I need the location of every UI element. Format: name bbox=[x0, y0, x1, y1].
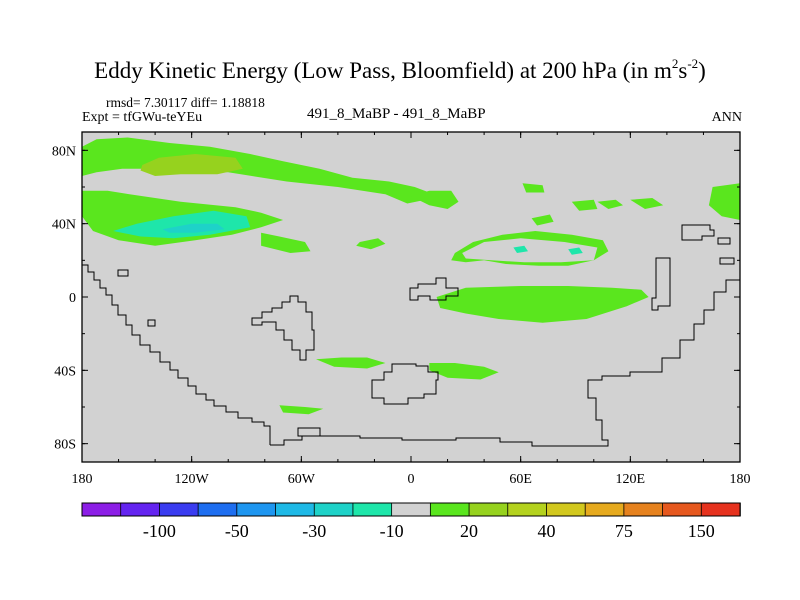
coastline-island-1 bbox=[117, 269, 129, 277]
title-mid: s bbox=[678, 58, 688, 83]
y-tick-label: 40S bbox=[54, 364, 76, 379]
colorbar-label: 75 bbox=[615, 521, 633, 541]
coastline-asia-east bbox=[651, 257, 671, 311]
x-tick-label: 60W bbox=[288, 472, 316, 487]
stats-line: rmsd= 7.30117 diff= 1.18818 bbox=[106, 95, 265, 110]
x-tick-label: 60E bbox=[509, 472, 532, 487]
y-tick-label: 0 bbox=[69, 291, 76, 306]
colorbar-swatch bbox=[120, 502, 161, 517]
coastline-southern-africa bbox=[371, 363, 439, 405]
colorbar-swatch bbox=[313, 502, 354, 517]
colorbar-swatch bbox=[275, 502, 316, 517]
colorbar-swatch bbox=[352, 502, 393, 517]
colorbar-swatch bbox=[584, 502, 625, 517]
colorbar-swatch bbox=[700, 502, 741, 517]
field-region-atlantic-blob bbox=[356, 238, 386, 250]
field-region-asia-jet-core bbox=[462, 238, 598, 263]
colorbar-swatch bbox=[197, 502, 238, 517]
y-tick-label: 80S bbox=[54, 438, 76, 453]
coastline-japan bbox=[717, 237, 731, 245]
title-sup-2: -2 bbox=[687, 56, 699, 71]
colorbar-swatch bbox=[507, 502, 548, 517]
colorbar-label: -100 bbox=[143, 521, 176, 541]
coastline-south-america bbox=[251, 295, 315, 361]
field-region-asia-jet-core-dark-b bbox=[568, 247, 583, 255]
field-region-small-blob-b bbox=[531, 214, 554, 226]
field-region-asia-jet-core-dark-a bbox=[513, 245, 528, 253]
field-region-south-atlantic-band bbox=[316, 357, 386, 369]
coastline-africa bbox=[409, 277, 459, 301]
season-label: ANN bbox=[711, 110, 742, 125]
axis-ticks bbox=[81, 132, 741, 462]
colorbar-label: 20 bbox=[460, 521, 478, 541]
x-tick-label: 180 bbox=[72, 472, 93, 487]
colorbar-label: -50 bbox=[225, 521, 249, 541]
colorbar-swatch bbox=[429, 502, 470, 517]
field-region-pacific-jet-tail bbox=[261, 232, 311, 253]
y-tick-label: 40N bbox=[52, 218, 76, 233]
x-tick-label: 0 bbox=[408, 472, 415, 487]
field-region-small-blob-a bbox=[522, 183, 545, 193]
field-region-pacific-jet-core-dark bbox=[162, 223, 225, 233]
colorbar-swatch bbox=[236, 502, 277, 517]
colorbar-swatch bbox=[391, 502, 432, 517]
coastlines bbox=[82, 224, 740, 447]
field-regions bbox=[82, 137, 740, 415]
colorbar: -100 -50 -30 -10 20 40 75 150 bbox=[81, 502, 741, 541]
colorbar-label: -30 bbox=[302, 521, 326, 541]
colorbar-swatch bbox=[159, 502, 199, 517]
field-region-indian-ocean-jet bbox=[436, 286, 649, 323]
x-tick-label: 120E bbox=[616, 472, 646, 487]
colorbar-swatch bbox=[546, 502, 586, 517]
colorbar-label: 40 bbox=[537, 521, 555, 541]
case-label: 491_8_MaBP - 491_8_MaBP bbox=[307, 106, 486, 122]
field-region-arctic-band-west-yellow bbox=[140, 154, 243, 176]
coastline-island-2 bbox=[147, 319, 156, 327]
coastline-americas bbox=[82, 264, 271, 445]
colorbar-label: 150 bbox=[688, 521, 715, 541]
field-region-southern-blob bbox=[535, 348, 561, 358]
coastline-east-asia bbox=[681, 224, 715, 241]
coastline-antarctica bbox=[270, 279, 740, 447]
field-region-north-atlantic-east bbox=[411, 190, 459, 209]
y-tick-label: 80N bbox=[52, 144, 76, 159]
title-main: Eddy Kinetic Energy (Low Pass, Bloomfiel… bbox=[94, 58, 672, 83]
title-sup-1: 2 bbox=[671, 56, 679, 71]
field-region-small-blob-c bbox=[571, 199, 598, 211]
field-region-arctic-band-west bbox=[82, 137, 430, 204]
x-tick-label: 120W bbox=[175, 472, 210, 487]
colorbar-swatch bbox=[662, 502, 703, 517]
field-region-small-blob-d bbox=[597, 199, 623, 209]
field-region-siberia-east bbox=[708, 183, 740, 220]
colorbar-label: -10 bbox=[380, 521, 404, 541]
coastline-pacific-islands bbox=[719, 257, 735, 265]
title-end: ) bbox=[698, 58, 706, 83]
field-region-small-blob-e bbox=[630, 198, 664, 209]
plot-area: 180 120W 60W 0 60E 120E 180 80N 40N 0 40S 80S bbox=[52, 131, 751, 487]
expt-label: Expt = tfGWu-teYEu bbox=[82, 110, 203, 125]
chart-title: Eddy Kinetic Energy (Low Pass, Bloomfiel… bbox=[0, 56, 800, 84]
colorbar-swatch bbox=[81, 502, 122, 517]
axis-tick-labels: 180 120W 60W 0 60E 120E 180 80N 40N 0 40S 80S bbox=[52, 144, 751, 487]
colorbar-frame bbox=[81, 502, 741, 517]
field-region-southern-ocean-blob bbox=[279, 405, 324, 415]
colorbar-swatch bbox=[468, 502, 509, 517]
colorbar-swatch bbox=[623, 502, 664, 517]
x-tick-label: 180 bbox=[730, 472, 751, 487]
field-region-south-atlantic-east bbox=[429, 363, 499, 380]
field-region-pacific-jet-core bbox=[113, 210, 251, 239]
